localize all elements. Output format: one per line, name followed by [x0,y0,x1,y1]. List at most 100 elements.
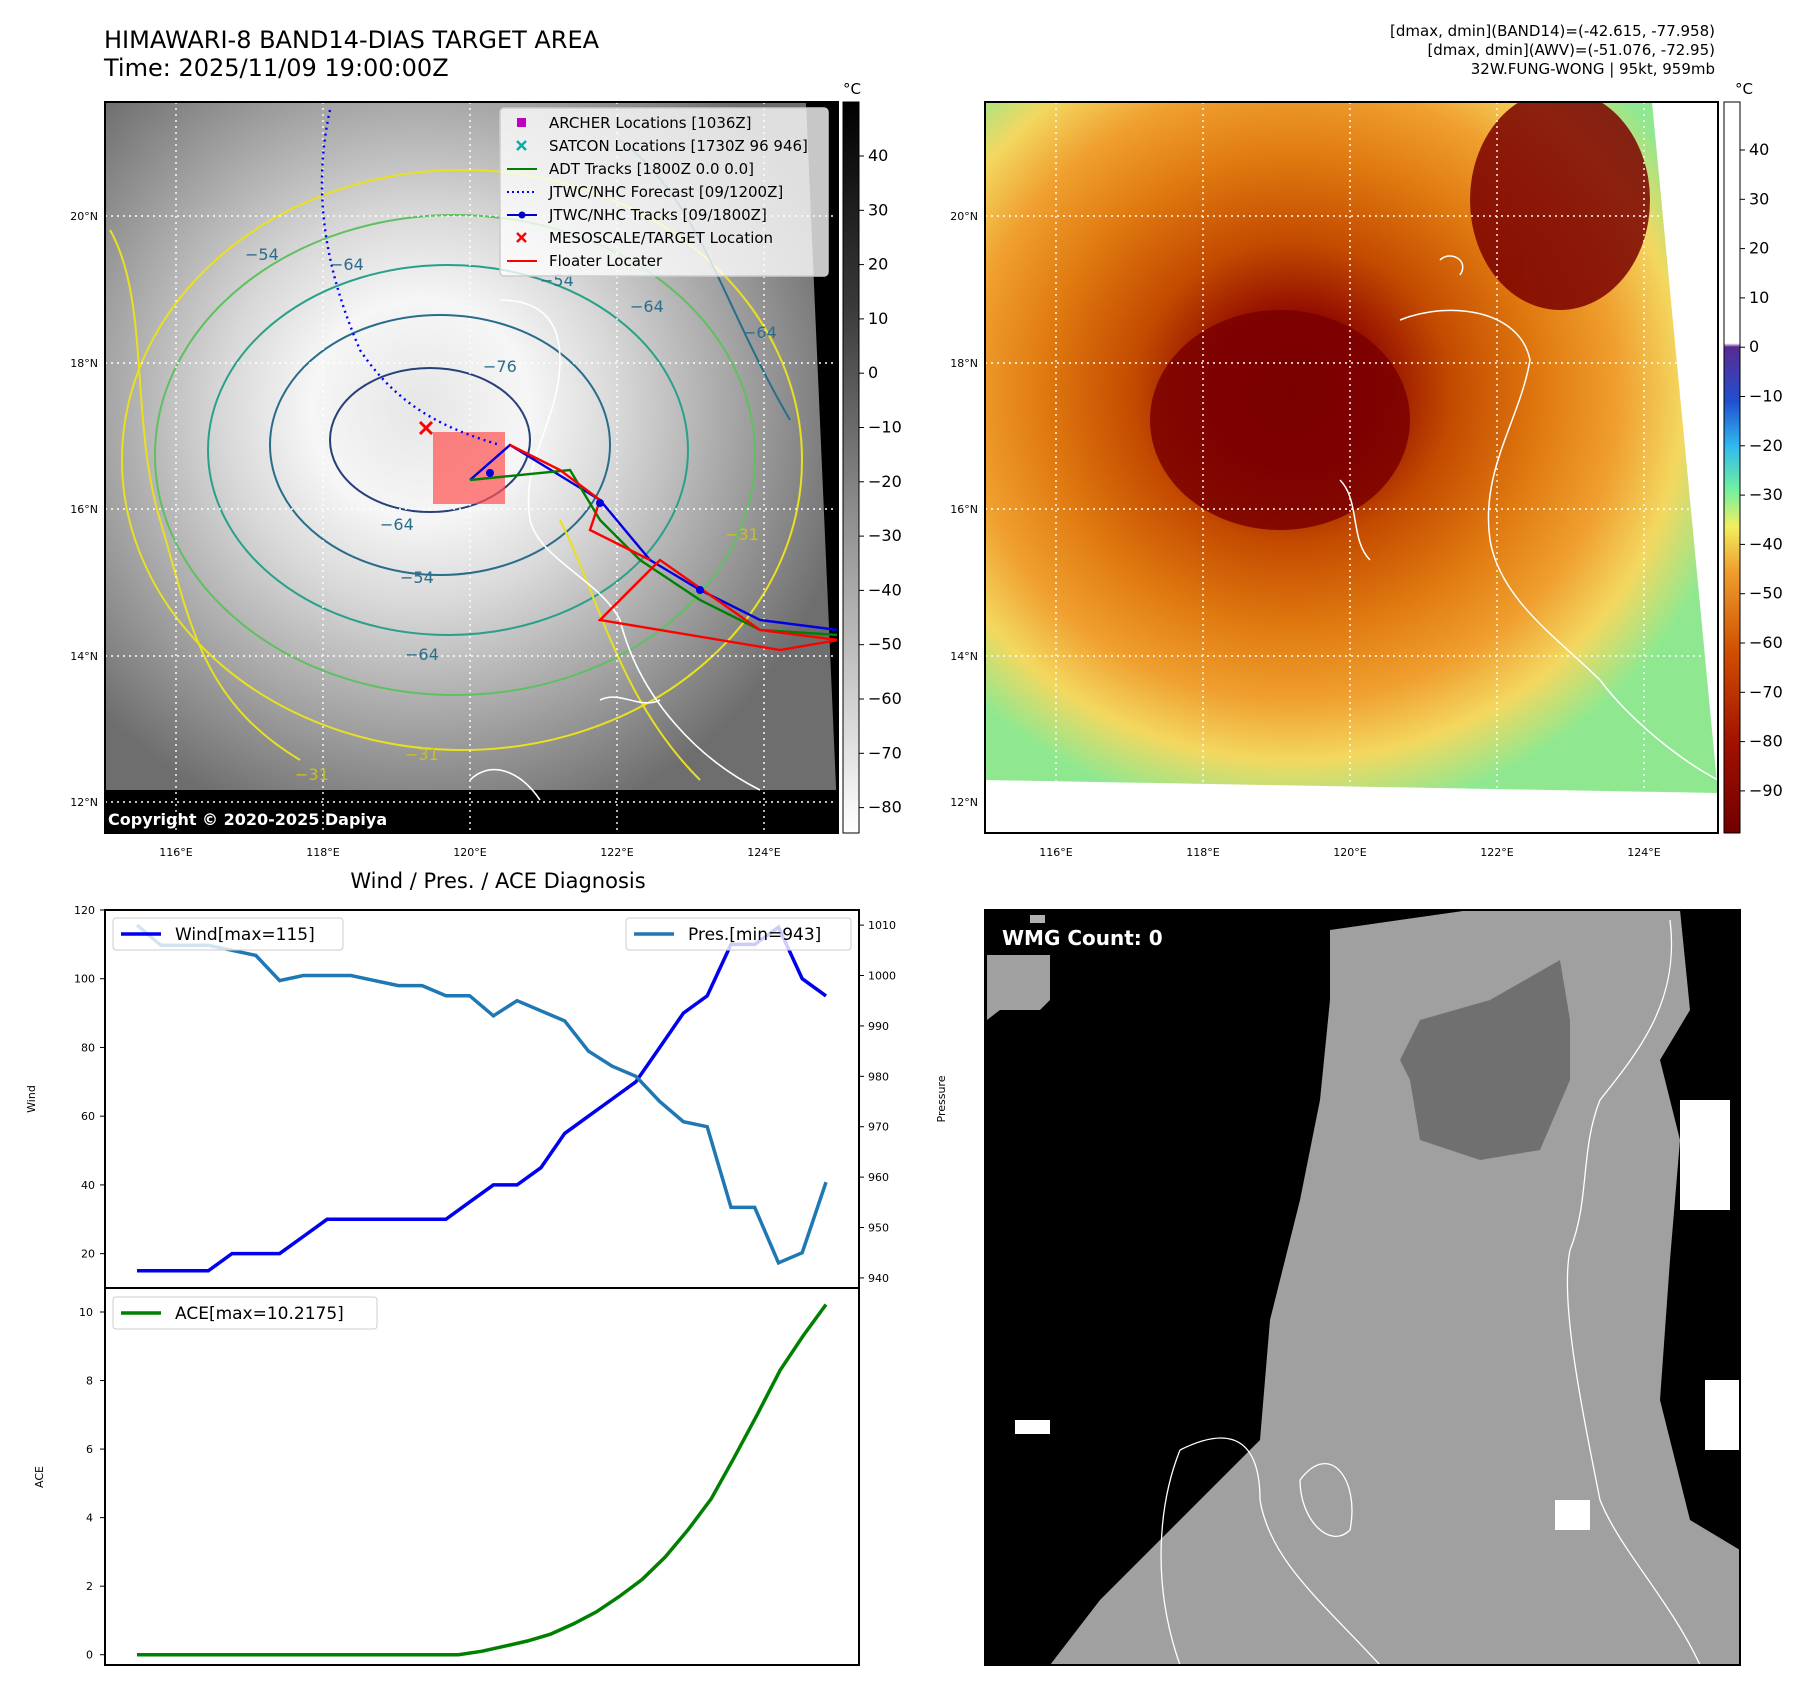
ace-y-tick-label: 4 [86,1512,93,1525]
colorbar-tick-label: −70 [1749,682,1783,701]
colorbar-tick-label: 30 [868,200,888,219]
contour-label: −64 [330,255,364,274]
wmg-panel: WMG Count: 0 [985,910,1740,1665]
colorbar-tick-label: −60 [868,689,902,708]
colorbar-tick-label: 10 [868,309,888,328]
colorbar-tick-label: 40 [1749,140,1769,159]
colorbar-tick-label: 40 [868,146,888,165]
pressure-y-tick-label: 970 [868,1121,889,1134]
legend-item: JTWC/NHC Tracks [09/1800Z] [507,206,767,224]
copyright-text: Copyright © 2020-2025 Dapiya [108,810,388,829]
wind-pressure-axes [104,909,860,1289]
colorbar-tick-label: −30 [868,526,902,545]
legend-label: Wind[max=115] [175,925,315,945]
ace-y-tick-label: 2 [86,1580,93,1593]
info-line-1: [dmax, dmin](BAND14)=(-42.615, -77.958) [1390,22,1715,40]
lon-tick-label: 120°E [453,846,486,859]
pressure-y-tick-label: 990 [868,1020,889,1033]
lat-tick-label: 16°N [70,503,98,516]
info-line-3: 32W.FUNG-WONG | 95kt, 959mb [1470,60,1715,78]
lat-tick-label: 14°N [950,650,978,663]
colorbar-tick-label: −20 [868,472,902,491]
legend-label: Pres.[min=943] [688,925,821,945]
lat-tick-label: 18°N [950,357,978,370]
wind-y-tick-label: 100 [74,973,95,986]
ace-y-tick-label: 10 [79,1306,93,1319]
legend-label: JTWC/NHC Tracks [09/1800Z] [548,206,767,224]
colorbar-tick-label: −90 [1749,781,1783,800]
colorbar-ir [842,101,860,834]
title-line-2: Time: 2025/11/09 19:00:00Z [104,54,449,82]
lon-tick-label: 116°E [1039,846,1072,859]
contour-label: −76 [483,357,517,376]
colorbar-tick-label: 20 [1749,239,1769,258]
pressure-series-line [135,923,828,1266]
lon-tick-label: 122°E [600,846,633,859]
pressure-y-tick-label: 1010 [868,919,896,932]
wind-series-line [137,924,828,1273]
pressure-y-tick-label: 940 [868,1272,889,1285]
colorbar-tick-label: −30 [1749,485,1783,504]
lat-tick-label: 18°N [70,357,98,370]
colorbar-tick-label: −50 [1749,584,1783,603]
wmg-count-label: WMG Count: 0 [1002,926,1163,950]
wind-y-tick-label: 80 [81,1041,95,1054]
pressure-axis-label: Pressure [935,1075,948,1122]
legend-marker [518,211,526,219]
colorbar-tick-label: −40 [868,580,902,599]
legend-box [112,1296,378,1330]
legend-box [112,917,344,951]
legend-box [625,917,852,951]
legend-label: MESOSCALE/TARGET Location [549,229,773,247]
colorbar-tick-label: 10 [1749,288,1769,307]
colorbar-tick-label: −40 [1749,534,1783,553]
legend-label: ADT Tracks [1800Z 0.0 0.0] [549,160,754,178]
colorbar-tick-label: 20 [868,255,888,274]
ace-y-tick-label: 8 [86,1375,93,1388]
ace-axes [104,1287,860,1666]
wind-legend: Wind[max=115] [112,917,344,951]
lon-tick-label: 120°E [1333,846,1366,859]
lat-tick-label: 16°N [950,503,978,516]
pressure-y-tick-label: 980 [868,1070,889,1083]
colorbar-tick-label: 0 [868,363,878,382]
contour-label: −64 [743,323,777,342]
colorbar-tick-label: −10 [868,418,902,437]
colorbar-tick-label: −60 [1749,633,1783,652]
colorbar-unit: °C [1735,80,1753,98]
wind-y-tick-label: 20 [81,1248,95,1261]
lon-tick-label: 118°E [306,846,339,859]
contour-label: −54 [245,245,279,264]
colorbar-tick-label: 0 [1749,337,1759,356]
wind-y-tick-label: 40 [81,1179,95,1192]
colorbar-tick-label: −80 [1749,732,1783,751]
contour-label: −64 [630,297,664,316]
lon-tick-label: 122°E [1480,846,1513,859]
wind-axis-label: Wind [25,1085,38,1113]
legend-marker [516,140,527,151]
colorbar-tick-label: −80 [868,798,902,817]
legend-item: JTWC/NHC Forecast [09/1200Z] [507,183,783,201]
storm-info: [dmax, dmin](BAND14)=(-42.615, -77.958) … [1390,22,1715,79]
legend-label: JTWC/NHC Forecast [09/1200Z] [548,183,783,201]
colorbar-tick-label: −10 [1749,387,1783,406]
lon-tick-label: 124°E [1627,846,1660,859]
lat-tick-label: 14°N [70,650,98,663]
colorbar-awv [1723,101,1741,834]
lat-tick-label: 20°N [950,210,978,223]
pressure-y-tick-label: 960 [868,1171,889,1184]
lat-tick-label: 20°N [70,210,98,223]
legend-item: SATCON Locations [1730Z 96 946] [516,137,808,155]
wind-y-tick-label: 60 [81,1110,95,1123]
contour-label: −64 [380,515,414,534]
pressure-legend: Pres.[min=943] [625,917,852,951]
ace-axis-label: ACE [33,1466,46,1488]
awv-satellite-panel [985,102,1718,833]
ace-legend: ACE[max=10.2175] [112,1296,378,1330]
ace-series-line [137,1303,828,1657]
wind-y-tick-label: 120 [74,904,95,917]
colorbar-tick-label: −20 [1749,436,1783,455]
ace-y-tick-label: 6 [86,1443,93,1456]
legend-item: ADT Tracks [1800Z 0.0 0.0] [507,160,754,178]
